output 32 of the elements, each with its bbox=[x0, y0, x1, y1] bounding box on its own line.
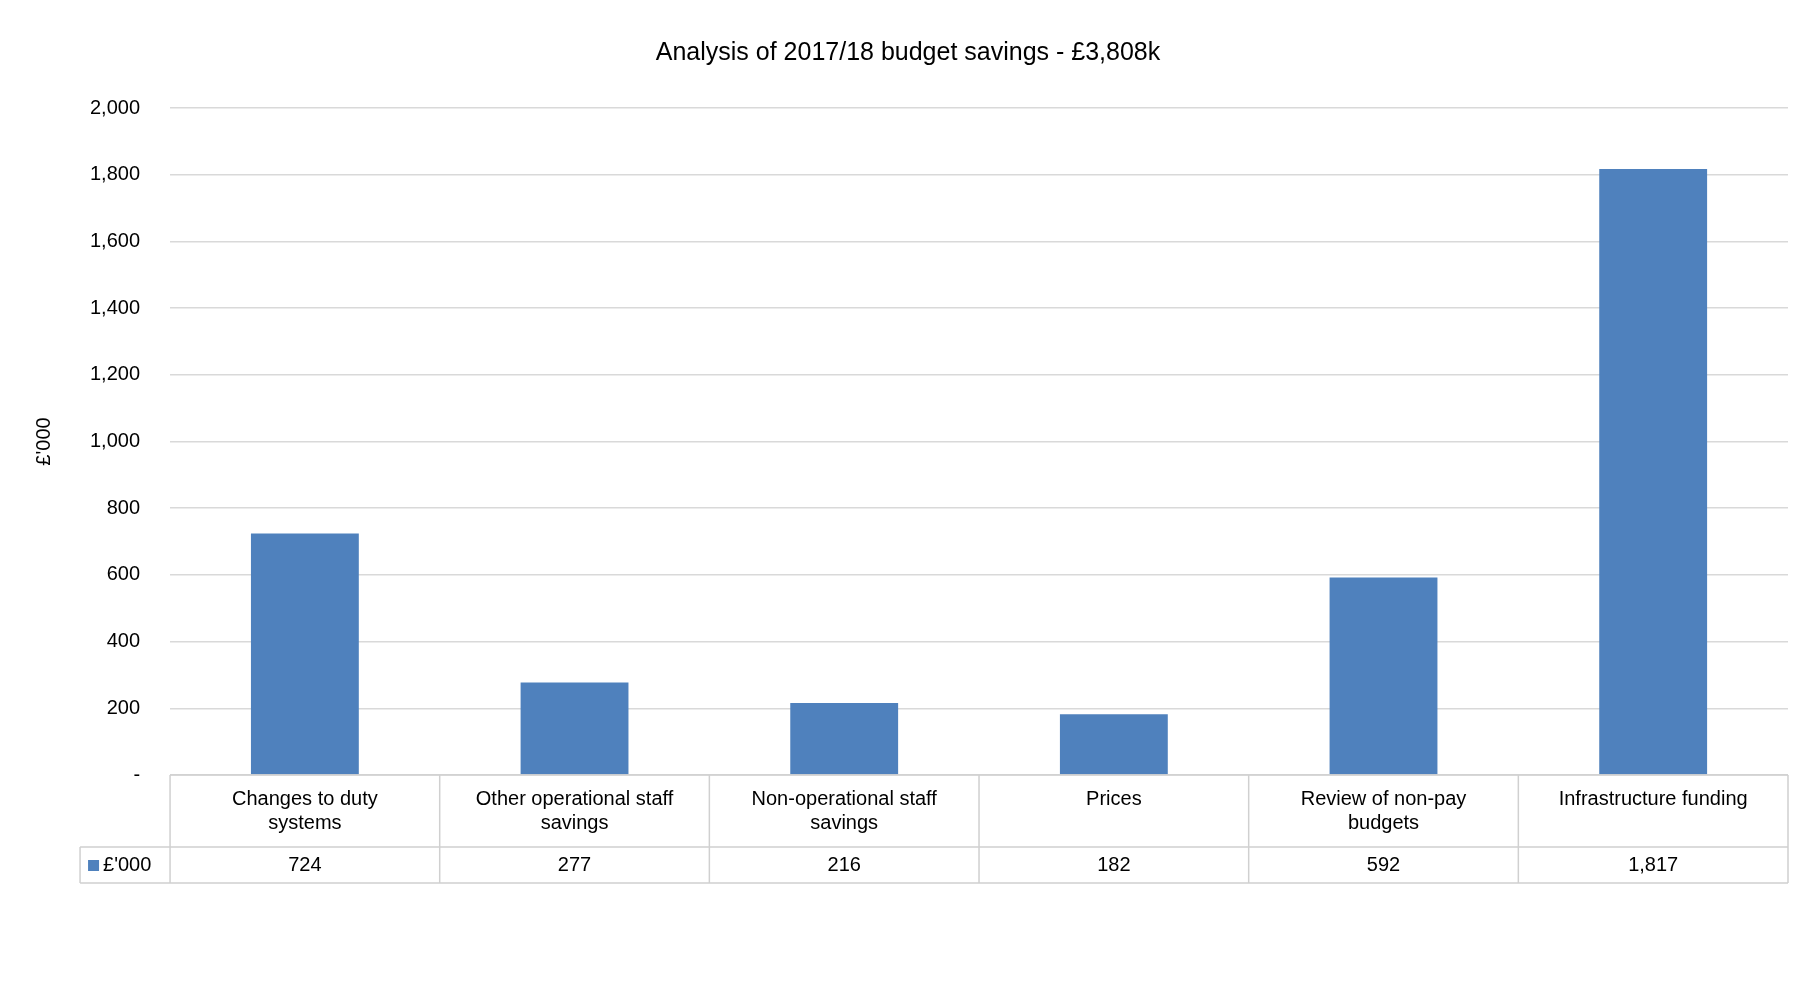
y-axis-title: £'000 bbox=[31, 417, 54, 466]
y-tick-label: 1,000 bbox=[89, 429, 141, 452]
bar bbox=[1059, 714, 1168, 775]
y-tick-label: 600 bbox=[106, 562, 141, 585]
y-tick-label: 200 bbox=[106, 695, 141, 718]
x-tick-label: Infrastructure funding bbox=[1558, 786, 1748, 809]
bar bbox=[250, 533, 359, 775]
x-tick-label: Non-operational staff savings bbox=[751, 786, 938, 833]
x-tick-label: Prices bbox=[1086, 786, 1142, 809]
y-tick-label: 1,800 bbox=[89, 162, 141, 185]
y-tick-label: 800 bbox=[106, 495, 141, 518]
bar bbox=[520, 682, 629, 775]
y-tick-label: 400 bbox=[106, 629, 141, 652]
y-tick-label: 1,200 bbox=[89, 362, 141, 385]
legend-label: £'000 bbox=[103, 852, 152, 875]
text: 277 bbox=[557, 852, 592, 875]
x-tick-label: Review of non-pay budgets bbox=[1300, 786, 1467, 833]
text: 724 bbox=[288, 852, 322, 875]
text: 216 bbox=[827, 852, 861, 875]
bar bbox=[1599, 169, 1708, 775]
chart-title: Analysis of 2017/18 budget savings - £3,808k bbox=[655, 36, 1161, 65]
text: 1,817 bbox=[1628, 852, 1679, 875]
x-tick-label: Changes to duty systems bbox=[232, 786, 378, 833]
y-tick-label: 2,000 bbox=[89, 95, 141, 118]
x-tick-label: Other operational staff savings bbox=[475, 786, 674, 833]
y-tick-label: 1,400 bbox=[89, 295, 141, 318]
y-tick-label: 1,600 bbox=[89, 228, 141, 251]
bar bbox=[790, 702, 899, 775]
text: 592 bbox=[1366, 852, 1401, 875]
bar bbox=[1329, 577, 1438, 775]
y-tick-label: - bbox=[133, 762, 141, 785]
text: 182 bbox=[1097, 852, 1131, 875]
